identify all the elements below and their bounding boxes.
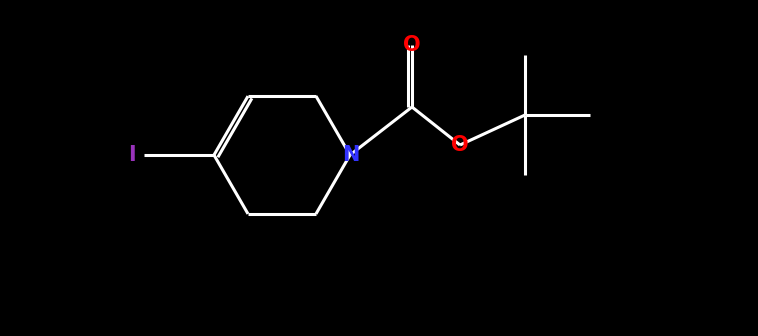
Text: I: I xyxy=(128,145,136,165)
Text: N: N xyxy=(343,145,360,165)
Text: O: O xyxy=(403,35,421,55)
Text: O: O xyxy=(451,135,468,155)
